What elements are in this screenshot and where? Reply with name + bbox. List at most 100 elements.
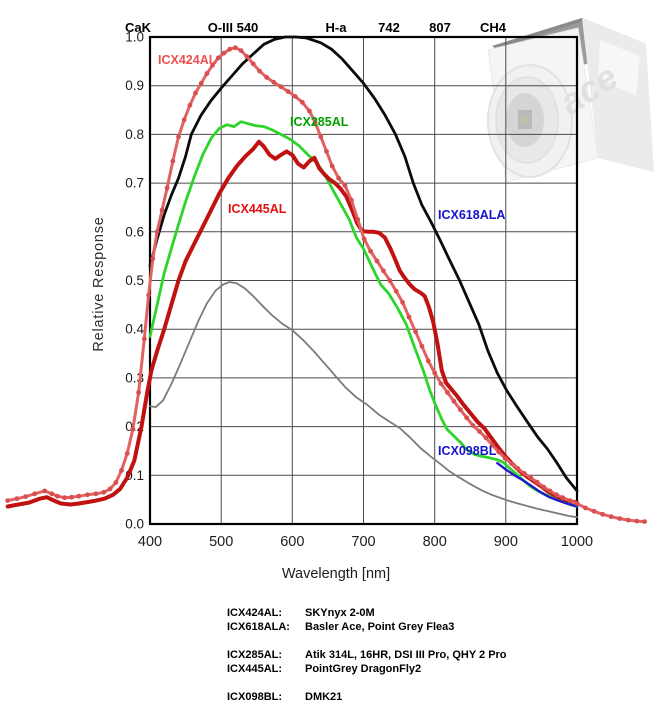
x-tick-label-900: 900 xyxy=(494,534,518,550)
curve-marker xyxy=(69,494,75,500)
curve-marker xyxy=(233,45,238,51)
curve-marker xyxy=(221,50,227,56)
curve-marker xyxy=(141,336,147,342)
curve-marker xyxy=(625,517,631,523)
curve-ICX618ALA xyxy=(148,35,579,493)
curve-marker xyxy=(567,498,573,503)
spectral-line-label-807: 807 xyxy=(429,20,451,35)
curve-marker xyxy=(457,407,463,412)
legend-camera-models: Atik 314L, 16HR, DSI III Pro, QHY 2 Pro xyxy=(305,649,507,661)
curve-marker xyxy=(574,501,580,506)
legend-row-ICX098BL: ICX098BL: DMK21 xyxy=(227,690,507,704)
curve-marker xyxy=(93,491,99,497)
curve-marker xyxy=(554,492,559,498)
curve-marker xyxy=(413,329,418,334)
curve-marker xyxy=(210,62,216,68)
x-tick-label-400: 400 xyxy=(138,534,162,550)
curve-marker xyxy=(406,314,412,320)
curve-marker xyxy=(342,183,348,188)
curve-marker xyxy=(307,108,312,114)
curve-marker xyxy=(393,288,399,294)
curve-marker xyxy=(515,466,521,471)
curve-marker xyxy=(381,268,386,274)
curve-marker xyxy=(419,343,425,349)
curve-marker xyxy=(509,461,514,466)
curve-marker xyxy=(528,475,534,481)
x-tick-label-700: 700 xyxy=(351,534,375,550)
curve-marker xyxy=(124,451,130,456)
curve-marker xyxy=(349,197,354,203)
curve-marker xyxy=(113,480,119,485)
camera-lens-inner xyxy=(506,93,544,147)
curve-marker xyxy=(318,134,324,140)
curve-marker xyxy=(264,75,270,80)
curve-label-ICX445AL: ICX445AL xyxy=(228,202,287,216)
y-tick-label-0.0: 0.0 xyxy=(125,517,144,532)
curve-marker xyxy=(23,494,28,500)
curve-marker xyxy=(285,89,291,94)
curve-marker xyxy=(361,236,367,242)
spectral-line-label-742: 742 xyxy=(378,20,400,35)
curve-marker xyxy=(438,381,444,387)
curve-marker xyxy=(329,163,335,169)
curve-marker xyxy=(521,471,527,476)
camera-sensor-chip xyxy=(521,116,529,123)
y-tick-label-0.7: 0.7 xyxy=(125,176,144,191)
curve-marker xyxy=(146,292,152,298)
sensor-legend: ICX424AL: SKYnyx 2-0M ICX618ALA: Basler Ace… xyxy=(227,606,507,704)
y-tick-label-0.5: 0.5 xyxy=(125,273,144,288)
curve-marker xyxy=(130,426,136,432)
curve-marker xyxy=(502,455,508,461)
legend-camera-models: Basler Ace, Point Grey Flea3 xyxy=(305,621,455,633)
curve-marker xyxy=(299,99,305,105)
legend-row-ICX445AL: ICX445AL: PointGrey DragonFly2 xyxy=(227,662,507,676)
curve-marker xyxy=(62,495,67,501)
curve-marker xyxy=(425,358,431,364)
camera-side-face xyxy=(582,18,654,172)
curve-marker xyxy=(5,498,11,503)
curve-marker xyxy=(445,390,450,395)
curves-layer xyxy=(5,35,647,524)
curve-marker xyxy=(49,491,55,497)
curve-marker xyxy=(181,117,187,123)
curve-marker xyxy=(55,493,60,499)
curve-marker xyxy=(187,102,193,108)
curve-marker xyxy=(170,158,176,164)
legend-camera-models: SKYnyx 2-0M xyxy=(305,607,375,619)
legend-row-ICX424AL: ICX424AL: SKYnyx 2-0M xyxy=(227,606,507,620)
curve-marker xyxy=(608,514,614,520)
x-tick-label-1000: 1000 xyxy=(561,534,593,550)
legend-sensor-key: ICX618ALA: xyxy=(227,621,290,633)
curve-marker xyxy=(432,370,438,376)
curve-marker xyxy=(483,435,489,441)
x-tick-label-800: 800 xyxy=(423,534,447,550)
curve-marker xyxy=(271,79,277,85)
curve-marker xyxy=(591,508,597,514)
curve-marker xyxy=(642,519,647,524)
legend-camera-models: PointGrey DragonFly2 xyxy=(305,663,422,675)
curve-marker xyxy=(136,390,142,395)
curve-marker xyxy=(278,84,284,90)
curve-marker xyxy=(336,175,341,181)
curve-marker xyxy=(560,495,566,501)
curve-marker xyxy=(634,518,640,524)
curve-marker xyxy=(198,80,204,86)
curve-marker xyxy=(292,94,298,99)
y-tick-label-0.4: 0.4 xyxy=(125,322,144,337)
spectral-line-label-CH4: CH4 xyxy=(480,20,507,35)
camera-lens-ring xyxy=(495,76,559,164)
curve-marker xyxy=(150,256,156,261)
curve-marker xyxy=(464,415,470,421)
curve-marker xyxy=(374,258,380,264)
camera-front-face xyxy=(487,27,599,183)
curve-marker xyxy=(387,278,393,283)
legend-camera-models: DMK21 xyxy=(305,691,343,703)
curve-marker xyxy=(368,248,373,254)
curve-marker xyxy=(101,489,107,495)
spectral-line-label-H-a: H-a xyxy=(326,20,348,35)
y-tick-label-0.9: 0.9 xyxy=(125,78,144,93)
labels-layer: CaK O-III 540 H-a 742 807 CH4 ICX424AL ICX285AL… xyxy=(125,20,507,458)
spectral-line-label-CaK: CaK xyxy=(125,20,152,35)
y-tick-label-1.0: 1.0 xyxy=(125,30,144,45)
